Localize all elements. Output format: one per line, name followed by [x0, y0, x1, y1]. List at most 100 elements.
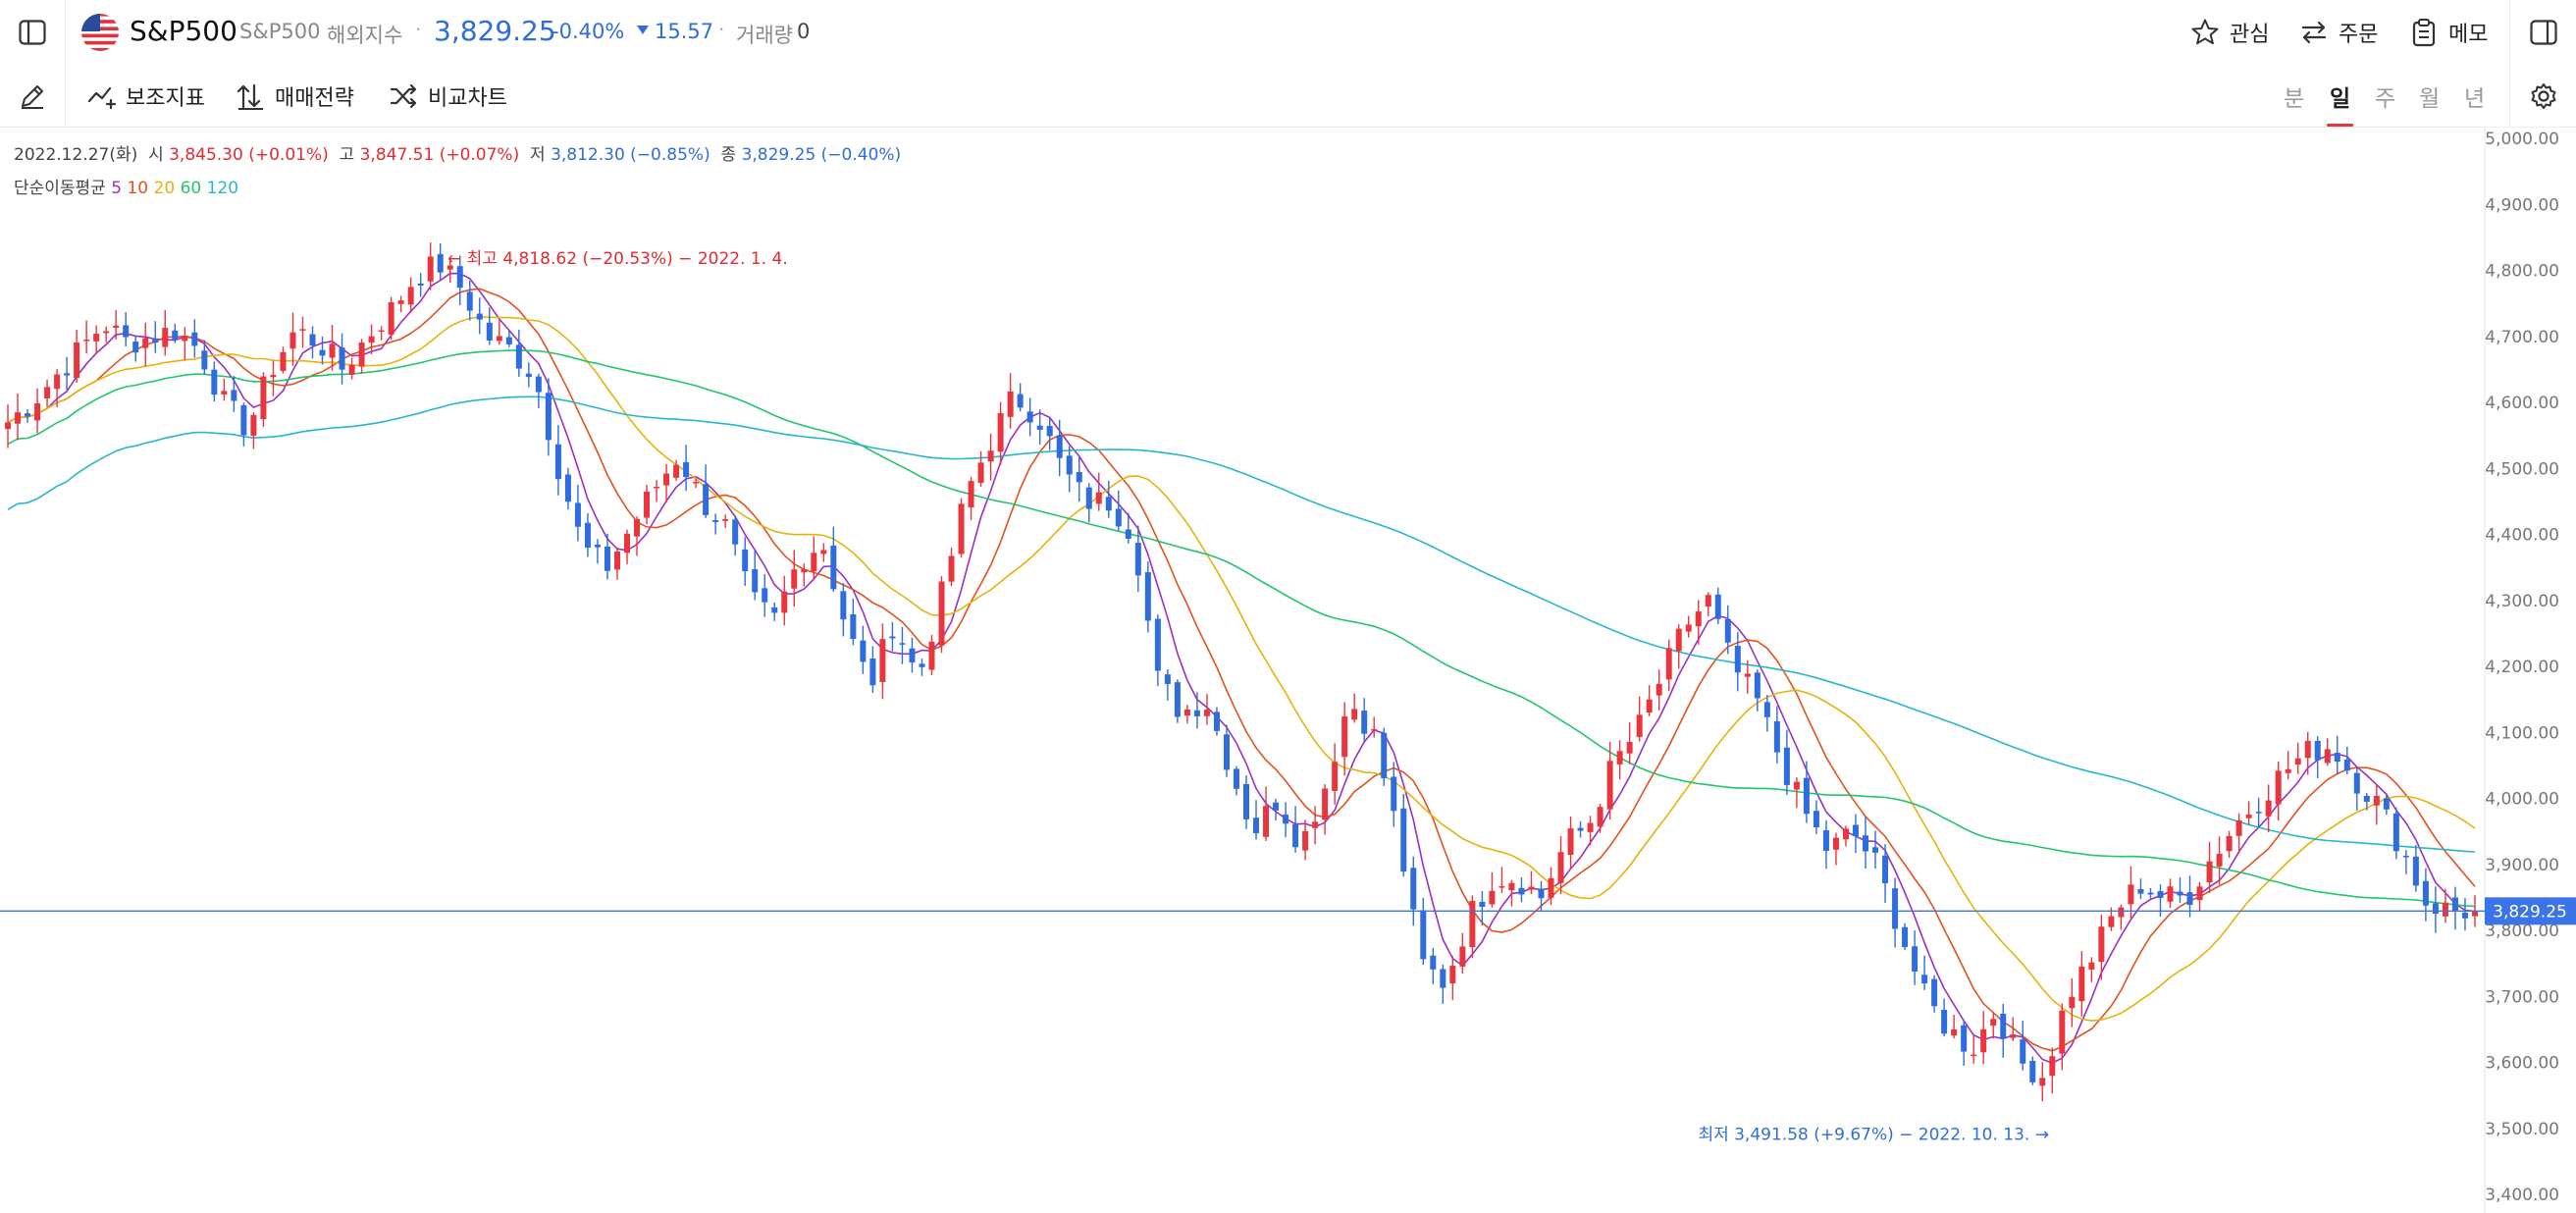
strategy-arrows-icon — [237, 83, 263, 110]
candle-body — [2147, 892, 2154, 895]
candle-body — [1449, 966, 1456, 984]
candle-body — [2157, 891, 2164, 898]
indicators-button[interactable]: 보조지표 — [86, 65, 205, 127]
candle-body — [1056, 435, 1063, 458]
candle-body — [221, 391, 228, 395]
low-label: 저 — [530, 145, 546, 165]
candle-body — [1773, 720, 1780, 753]
right-panel-toggle-icon[interactable] — [2525, 14, 2562, 51]
period-month[interactable]: 월 — [2419, 85, 2441, 112]
candle-body — [928, 641, 935, 670]
candle-body — [2088, 962, 2095, 970]
strategy-button[interactable]: 매매전략 — [236, 65, 354, 127]
candle-body — [1587, 822, 1594, 832]
candle-body — [2029, 1061, 2036, 1082]
candle-body — [1263, 806, 1270, 837]
price-chart[interactable]: 5,000.00 4,900.00 4,800.00 4,700.00 4,600.00… — [0, 128, 2576, 1213]
candle-body — [948, 555, 955, 582]
candle-body — [309, 334, 316, 345]
candle-body — [1754, 672, 1761, 699]
candle-body — [1420, 910, 1427, 960]
candle-body — [1538, 888, 1545, 899]
high-label: 고 — [339, 145, 355, 165]
candle-body — [791, 569, 798, 589]
candle-body — [644, 492, 651, 518]
candle-body — [2461, 912, 2468, 919]
period-year[interactable]: 년 — [2464, 85, 2486, 112]
candle-body — [624, 533, 631, 554]
candle-body — [1951, 1028, 1958, 1036]
candle-body — [1223, 734, 1230, 770]
candle-body — [427, 256, 434, 282]
candle-body — [319, 349, 326, 356]
candle-body — [762, 588, 768, 603]
candle-body — [1695, 611, 1702, 627]
watch-button[interactable]: 관심 — [2190, 0, 2269, 65]
ma-10-label: 10 — [127, 179, 149, 198]
candle-body — [554, 444, 561, 480]
instrument-name[interactable]: S&P500 — [130, 15, 237, 47]
compare-button[interactable]: 비교차트 — [389, 65, 507, 127]
candle-body — [1085, 487, 1092, 509]
memo-button[interactable]: 메모 — [2409, 0, 2488, 65]
ma-120-line — [7, 396, 2476, 853]
settings-gear-icon[interactable] — [2525, 78, 2562, 115]
candle-body — [997, 413, 1004, 452]
candle-body — [1469, 900, 1476, 948]
y-tick-label: 3,800.00 — [2485, 922, 2559, 941]
candle-body — [2392, 813, 2399, 852]
candle-body — [1283, 815, 1289, 824]
pencil-icon[interactable] — [14, 78, 51, 115]
candle-body — [2285, 768, 2291, 773]
candle-body — [299, 329, 306, 331]
y-tick-label: 5,000.00 — [2485, 130, 2559, 149]
candle-body — [2186, 892, 2193, 906]
down-triangle-icon — [636, 22, 650, 35]
candle-body — [378, 330, 385, 333]
candle-body — [2255, 812, 2262, 814]
candle-body — [2353, 772, 2360, 794]
candle-body — [250, 414, 257, 436]
candle-body — [15, 412, 22, 424]
candle-body — [1863, 835, 1869, 852]
candle-body — [1144, 572, 1151, 621]
candle-body — [2383, 798, 2390, 810]
candle-body — [505, 337, 512, 344]
candle-body — [1292, 824, 1299, 848]
candle-body — [2314, 740, 2321, 761]
ma-5-line — [7, 272, 2476, 1064]
candle-body — [1430, 955, 1437, 970]
candle-body — [1685, 624, 1692, 632]
candle-body — [1371, 729, 1378, 731]
ma-5-label: 5 — [111, 179, 123, 198]
period-minute[interactable]: 분 — [2284, 85, 2305, 112]
candle-body — [771, 606, 778, 613]
candle-body — [211, 369, 218, 396]
candle-body — [496, 336, 502, 342]
candle-body — [1233, 768, 1239, 789]
candle-body — [574, 502, 581, 527]
candle-body — [2245, 815, 2252, 818]
ma-20-line — [7, 316, 2476, 1022]
ma-legend[interactable]: 단순이동평균 5 10 20 60 120 — [14, 174, 238, 198]
candle-body — [1312, 821, 1319, 828]
order-button[interactable]: 주문 — [2299, 0, 2378, 65]
period-day[interactable]: 일 — [2326, 65, 2354, 127]
open-value: 3,845.30 (+0.01%) — [169, 145, 329, 165]
candle-body — [368, 336, 375, 343]
candle-body — [2235, 820, 2242, 836]
candle-body — [132, 341, 139, 353]
candle-body — [182, 336, 188, 342]
y-tick-label: 4,000.00 — [2485, 790, 2559, 810]
candle-body — [388, 302, 394, 336]
period-week[interactable]: 주 — [2375, 85, 2396, 112]
candle-body — [1391, 776, 1397, 812]
candle-body — [1036, 425, 1043, 430]
candle-body — [289, 332, 296, 349]
indicator-chart-icon — [87, 86, 116, 109]
candle-body — [2039, 1078, 2046, 1086]
candle-body — [417, 283, 424, 286]
candle-body — [2078, 966, 2085, 1002]
sidebar-toggle-icon[interactable] — [14, 14, 51, 51]
candle-body — [722, 519, 729, 521]
